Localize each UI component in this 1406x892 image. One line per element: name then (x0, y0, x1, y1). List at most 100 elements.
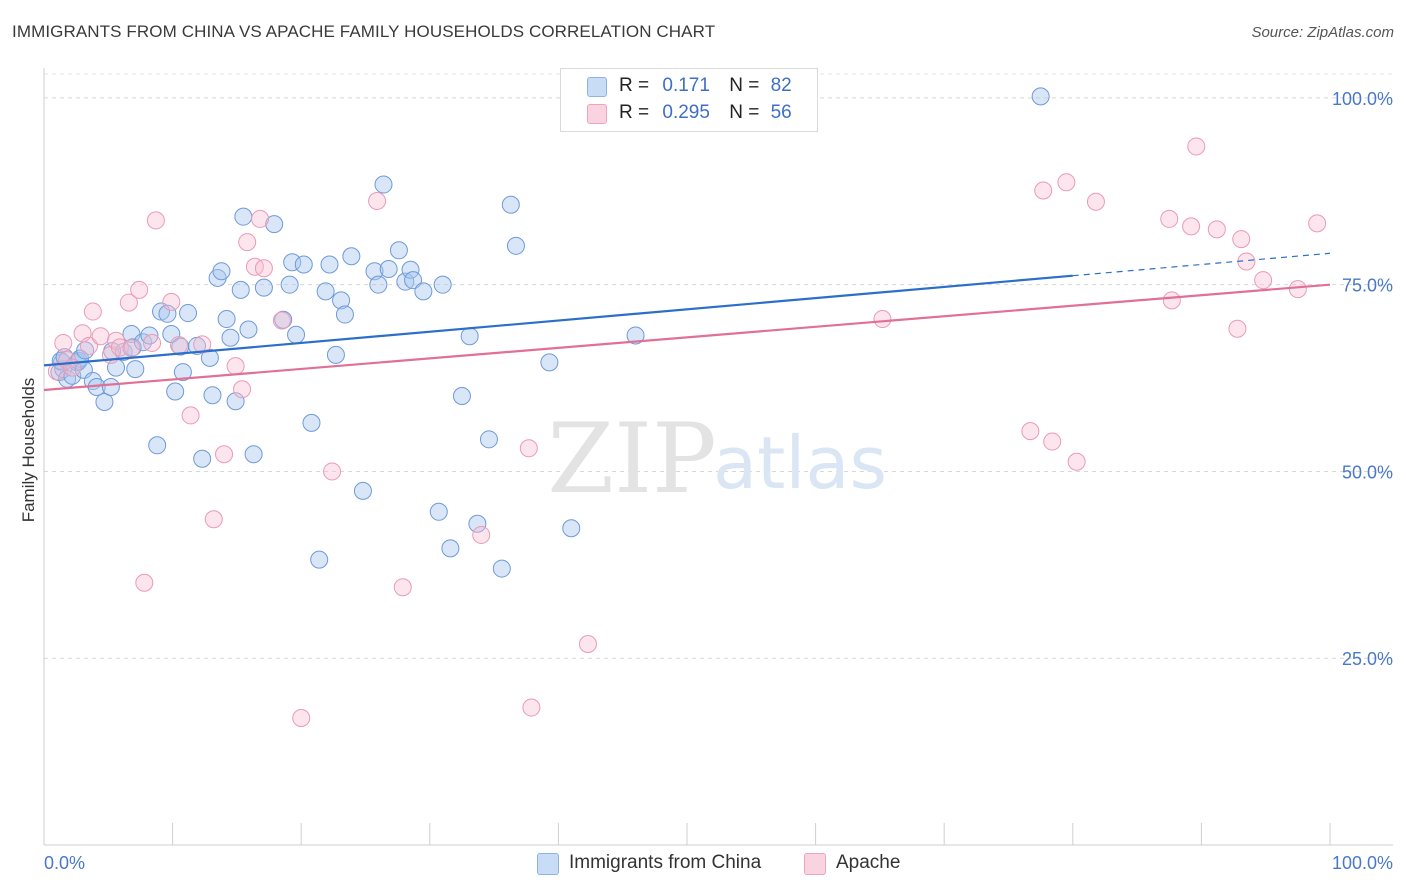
series-apache (47, 137, 1327, 727)
china-point (492, 559, 511, 578)
china-point (562, 519, 581, 538)
apache-point (1288, 280, 1307, 299)
china-point (166, 382, 185, 401)
correlation-legend: R = 0.171 N = 82 R = 0.295 N = 56 (560, 68, 818, 132)
china-point (123, 338, 142, 357)
y-tick-label: 50.0% (1342, 462, 1393, 482)
apache-point (143, 333, 162, 352)
apache-point (1086, 192, 1105, 211)
apache-point (1162, 291, 1181, 310)
apache-point (1232, 230, 1251, 249)
apache-point (578, 635, 597, 654)
apache-point (215, 445, 234, 464)
source-label: Source: ZipAtlas.com (1251, 24, 1394, 41)
china-point (239, 320, 258, 339)
grid-lines (44, 73, 1393, 659)
apache-point (181, 406, 200, 425)
china-point (226, 392, 245, 411)
apache-point (519, 439, 538, 458)
apache-point (1021, 422, 1040, 441)
apache-point (162, 292, 181, 311)
china-point (401, 260, 420, 279)
china-point (179, 304, 198, 323)
apache-point (91, 327, 110, 346)
china-point (244, 445, 263, 464)
apache-point (272, 311, 291, 330)
china-point (389, 241, 408, 260)
apache-point (1207, 220, 1226, 239)
apache-point (1228, 319, 1247, 338)
y-tick-label: 100.0% (1332, 89, 1393, 109)
china-point (140, 326, 159, 345)
china-point (501, 195, 520, 214)
china-point (283, 253, 302, 272)
apache-point (1308, 214, 1327, 233)
apache-point (122, 339, 141, 358)
china-point (332, 291, 351, 310)
china-point (173, 363, 192, 382)
china-point (335, 305, 354, 324)
legend-swatch-apache (587, 104, 607, 124)
china-point (274, 310, 293, 329)
apache-point (1182, 217, 1201, 236)
china-point (217, 310, 236, 329)
apache-point (1034, 181, 1053, 200)
legend-n-label: N = (729, 75, 760, 96)
apache-point (238, 233, 257, 252)
china-point (316, 282, 335, 301)
apache-point (522, 698, 541, 717)
apache-point (1160, 209, 1179, 228)
apache-point (146, 211, 165, 230)
china-point (203, 386, 222, 405)
legend-n-value: 56 (770, 102, 792, 123)
y-tick-label: 75.0% (1342, 276, 1393, 296)
apache-point (292, 708, 311, 727)
axes (43, 68, 1393, 846)
apache-point (472, 525, 491, 544)
apache-point (1043, 432, 1062, 451)
china-point (234, 207, 253, 226)
china-point (374, 175, 393, 194)
china-point (126, 360, 145, 379)
china-point (101, 378, 120, 397)
china-point (221, 328, 240, 347)
watermark: ZIP atlas (547, 403, 887, 515)
y-axis-label: Family Households (19, 377, 38, 523)
china-point (468, 514, 487, 533)
china-point (441, 539, 460, 558)
apache-point (1057, 173, 1076, 192)
apache-point (254, 259, 273, 278)
china-point (95, 392, 114, 411)
legend-swatch-china (587, 77, 607, 97)
china-point (452, 386, 471, 405)
chart-title: IMMIGRANTS FROM CHINA VS APACHE FAMILY H… (12, 22, 716, 41)
legend-n-value: 82 (770, 75, 792, 96)
china-point (320, 255, 339, 274)
china-point (158, 304, 177, 323)
apache-point (204, 510, 223, 529)
apache-point (47, 362, 66, 381)
y-tick-labels: 25.0% 50.0% 75.0% 100.0% (1332, 89, 1393, 669)
china-point (365, 262, 384, 281)
china-point (506, 236, 525, 255)
legend-r-label: R = (619, 102, 650, 123)
china-point (369, 275, 388, 294)
apache-point (233, 380, 252, 399)
watermark-atlas: atlas (713, 421, 887, 505)
china-point (280, 275, 299, 294)
y-tick-label: 25.0% (1342, 649, 1393, 669)
apache-point (226, 357, 245, 376)
china-point (433, 275, 452, 294)
china-point (134, 333, 153, 352)
trend-line-china-extension (1072, 252, 1331, 277)
china-point (342, 247, 361, 266)
y-axis-label-wrap: Family Households (14, 300, 44, 600)
x-tick-labels: 0.0% 100.0% (44, 853, 1393, 873)
china-point (326, 345, 345, 364)
apache-point (193, 335, 212, 354)
china-point (231, 280, 250, 299)
china-point (460, 327, 479, 346)
series-legend-label-china: Immigrants from China (569, 852, 762, 873)
apache-point (130, 280, 149, 299)
